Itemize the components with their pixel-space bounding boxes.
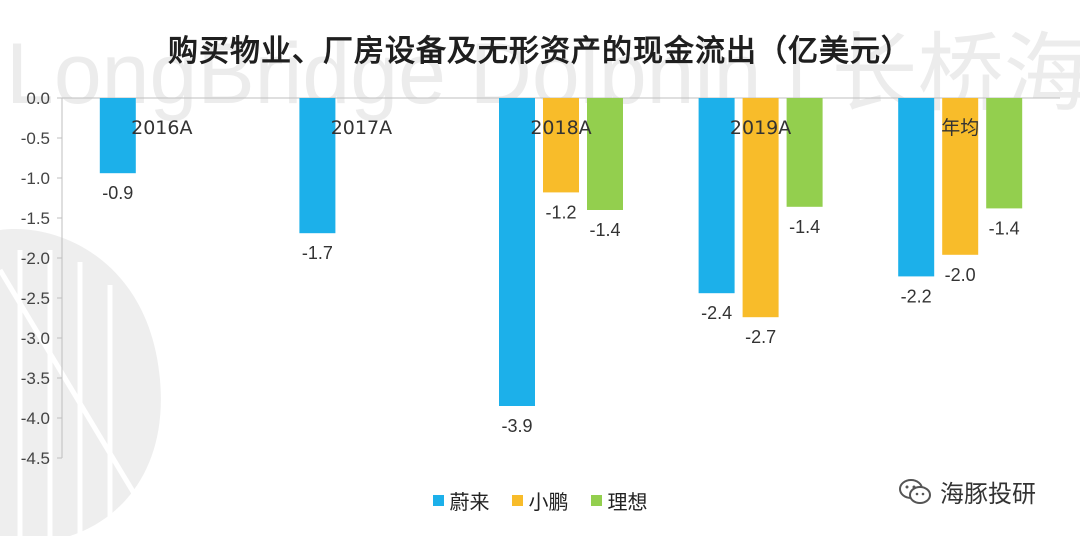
legend-item: 理想: [590, 486, 648, 515]
y-tick-label: -2.5: [21, 289, 50, 308]
y-tick-label: -1.5: [21, 209, 50, 228]
legend-swatch: [590, 495, 602, 506]
bar: [786, 98, 823, 207]
data-label: -3.9: [501, 416, 532, 436]
legend-item: 小鹏: [511, 486, 569, 515]
legend-swatch: [432, 495, 444, 506]
bar: [99, 98, 136, 174]
bar: [942, 98, 979, 255]
chart-title: 购买物业、厂房设备及无形资产的现金流出（亿美元）: [168, 34, 912, 69]
y-tick-label: -3.5: [21, 369, 50, 388]
legend-item: 蔚来: [432, 486, 490, 515]
legend: 蔚来 小鹏 理想: [0, 486, 1080, 515]
bar: [742, 98, 779, 318]
bar: [898, 98, 935, 277]
y-tick-label: -2.0: [21, 249, 50, 268]
data-label: -1.4: [589, 220, 620, 240]
data-label: -1.2: [545, 202, 576, 222]
data-label: -2.7: [745, 327, 776, 347]
legend-label: 蔚来: [449, 490, 490, 514]
legend-swatch: [511, 495, 523, 506]
x-tick-label: 2017A: [331, 117, 392, 139]
wechat-icon: [899, 478, 931, 504]
bar: [698, 98, 735, 294]
data-label: -1.4: [789, 217, 820, 237]
legend-label: 理想: [607, 490, 648, 514]
legend-label: 小鹏: [528, 490, 569, 514]
y-tick-label: -4.5: [21, 449, 50, 468]
brand-label: 海豚投研: [940, 480, 1036, 508]
data-label: -0.9: [102, 183, 133, 203]
bar: [499, 98, 535, 406]
brand-badge: 海豚投研: [898, 474, 1036, 509]
bar: [986, 98, 1023, 209]
data-label: -1.4: [989, 218, 1020, 238]
x-tick-label: 2019A: [730, 117, 791, 139]
y-tick-label: -3.0: [21, 329, 50, 348]
x-tick-label: 年均: [941, 117, 979, 139]
y-tick-label: 0.0: [26, 89, 50, 108]
x-tick-label: 2016A: [131, 117, 192, 139]
y-tick-label: -4.0: [21, 409, 50, 428]
bar: [543, 98, 579, 193]
y-tick-label: -1.0: [21, 169, 50, 188]
y-tick-label: -0.5: [21, 129, 50, 148]
data-label: -2.0: [945, 265, 976, 285]
data-label: -1.7: [302, 243, 333, 263]
x-tick-label: 2018A: [530, 117, 591, 139]
data-label: -2.2: [901, 286, 932, 306]
data-label: -2.4: [701, 303, 732, 323]
bar: [587, 98, 623, 210]
bar: [299, 98, 336, 234]
